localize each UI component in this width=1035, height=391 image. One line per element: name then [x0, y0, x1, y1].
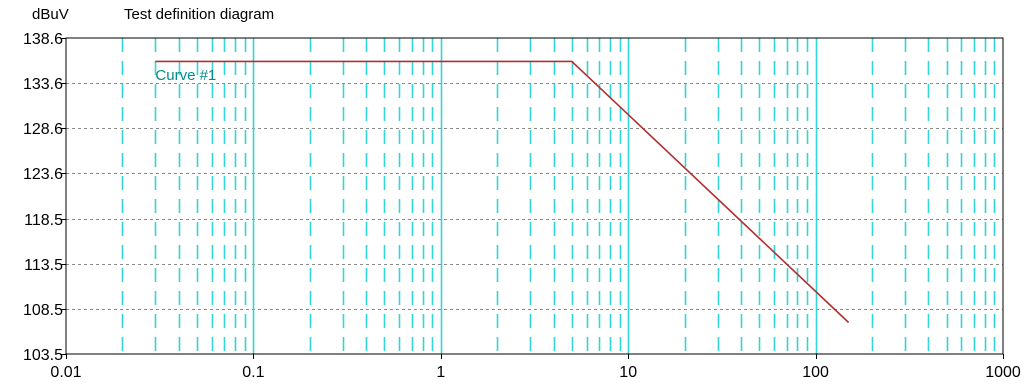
y-tick-label: 103.5: [23, 347, 63, 364]
y-tick-label: 108.5: [23, 302, 63, 319]
tick-layer: 138.6 133.6 128.6 123.6 118.5 113.5 108.5 103.5…: [23, 31, 1021, 381]
y-unit-label: dBuV: [32, 6, 69, 23]
y-tick-label: 123.6: [23, 166, 63, 183]
x-tick-label: 100: [802, 364, 829, 381]
x-tick-label: 10: [619, 364, 637, 381]
series-layer: Curve #1: [155, 60, 850, 324]
chart-title: Test definition diagram: [124, 6, 275, 23]
y-tick-label: 133.6: [23, 76, 63, 93]
x-tick-label: 0.1: [242, 364, 264, 381]
grid-layer: [66, 38, 1003, 354]
y-tick-label: 118.5: [24, 212, 63, 229]
x-tick-label: 1: [436, 364, 445, 381]
curve-label: Curve #1: [155, 67, 216, 84]
x-tick-label: 0.01: [50, 364, 81, 381]
x-tick-label: 1000: [985, 364, 1021, 381]
plot-frame: [65, 37, 1004, 355]
y-tick-label: 113.5: [24, 257, 63, 274]
series-line: [155, 60, 850, 324]
y-tick-label: 138.6: [23, 31, 63, 48]
y-tick-label: 128.6: [23, 121, 63, 138]
